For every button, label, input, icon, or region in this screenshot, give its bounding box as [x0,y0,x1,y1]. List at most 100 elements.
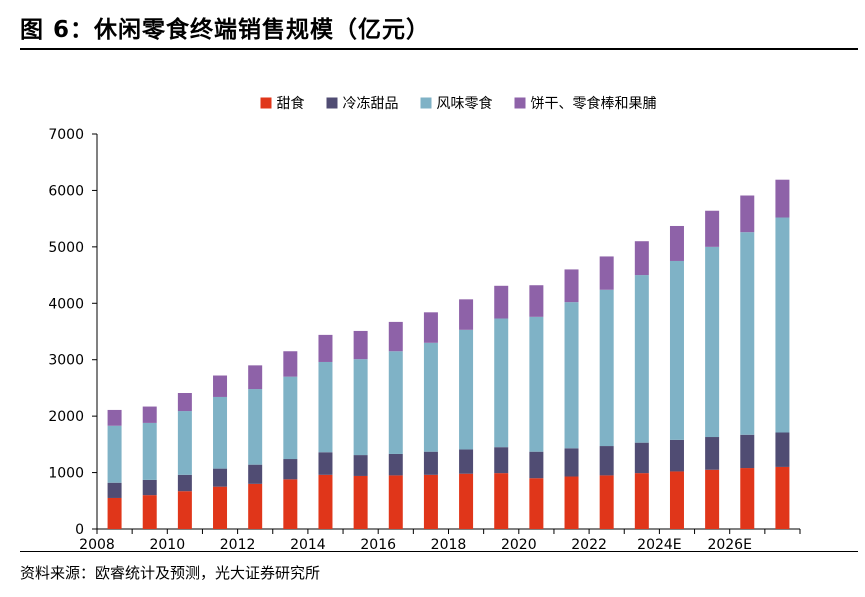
bar-segment [494,447,509,474]
legend-item: 风味零食 [420,95,493,112]
bar-segment [353,330,368,360]
bar-segment [529,316,544,452]
bar-segment [318,452,333,475]
bar-segment [494,285,509,319]
bar-segment [740,232,755,435]
bar-segment [213,375,228,397]
bar-segment [353,455,368,476]
bar-segment [213,486,228,529]
x-tick-label: 2012 [220,537,256,553]
bar-stack-2017 [423,312,438,529]
legend-label: 甜食 [277,95,305,112]
bar-stack-2012 [248,365,263,529]
bar-segment [459,299,474,330]
bar-segment [107,425,122,483]
y-tick-label: 3000 [48,353,84,369]
bar-segment [142,406,157,423]
legend-label: 冷冻甜品 [343,95,399,112]
bar-stack-2010 [177,393,192,529]
bar-segment [248,389,263,465]
bar-segment [669,439,684,472]
bar-segment [283,459,298,480]
bar-segment [142,479,157,496]
bar-segment [459,329,474,450]
y-tick-label: 6000 [48,183,84,199]
bar-segment [142,495,157,529]
legend-swatch [326,97,338,109]
bar-segment [775,179,790,218]
legend-item: 甜食 [260,95,305,112]
bar-segment [388,453,403,476]
bar-stack-2024E [669,225,684,529]
bar-stack-2025E [705,210,720,529]
bar-segment [177,411,192,475]
bar-segment [529,451,544,479]
bar-stack-2009 [142,406,157,529]
bar-segment [705,437,720,470]
bar-segment [740,434,755,469]
bar-segment [599,475,614,529]
x-tick-label: 2008 [79,537,115,553]
bar-segment [705,210,720,247]
bar-stack-2013 [283,351,298,529]
y-tick-label: 7000 [48,127,84,143]
y-tick-label: 1000 [48,466,84,482]
bar-stack-2016 [388,321,403,529]
bar-segment [634,473,649,529]
source-divider [20,551,858,552]
bar-stack-2019 [494,285,509,529]
legend-label: 风味零食 [437,95,493,112]
bar-segment [283,351,298,377]
legend-item: 冷冻甜品 [326,95,399,112]
bar-segment [388,321,403,352]
bar-stack-2027E [775,179,790,529]
bar-segment [740,468,755,529]
bar-segment [529,285,544,317]
bar-segment [423,342,438,452]
legend-swatch [514,97,526,109]
bar-segment [177,474,192,492]
bar-stack-2018 [459,299,474,529]
bar-segment [634,275,649,443]
bars [107,179,790,529]
bar-segment [388,475,403,529]
title-divider [20,48,858,50]
bar-segment [353,359,368,456]
bar-segment [564,476,579,529]
bar-segment [634,241,649,276]
bar-segment [423,312,438,343]
legend-label: 饼干、零食棒和果脯 [531,95,657,112]
bar-segment [318,474,333,529]
bar-segment [248,464,263,484]
bar-segment [599,289,614,447]
bar-segment [283,376,298,460]
bar-segment [177,393,192,412]
x-tick-label: 2026E [707,537,751,553]
bar-stack-2026E [740,195,755,529]
x-axis: 2008 2010 2012 2014 2016 2018 2020 2022 2024E 202… [79,528,801,553]
bar-segment [318,334,333,362]
bar-segment [107,409,122,426]
bar-segment [388,351,403,454]
bar-stack-2015 [353,330,368,529]
bar-segment [740,195,755,233]
bar-segment [494,318,509,448]
bar-segment [353,475,368,529]
y-tick-label: 4000 [48,296,84,312]
bar-segment [248,483,263,529]
bar-stack-2020 [529,285,544,529]
bar-segment [599,256,614,290]
bar-segment [423,451,438,475]
bar-segment [213,396,228,469]
x-tick-label: 2024E [637,537,681,553]
x-tick-label: 2016 [360,537,396,553]
x-tick-label: 2020 [501,537,537,553]
bar-segment [705,246,720,438]
bar-segment [248,365,263,390]
y-tick-label: 2000 [48,409,84,425]
bar-segment [459,473,474,529]
legend-swatch [420,97,432,109]
bar-stack-2008 [107,409,122,529]
bar-stack-2011 [213,375,228,529]
chart-title: 图 6：休闲零食终端销售规模（亿元） [20,17,431,43]
